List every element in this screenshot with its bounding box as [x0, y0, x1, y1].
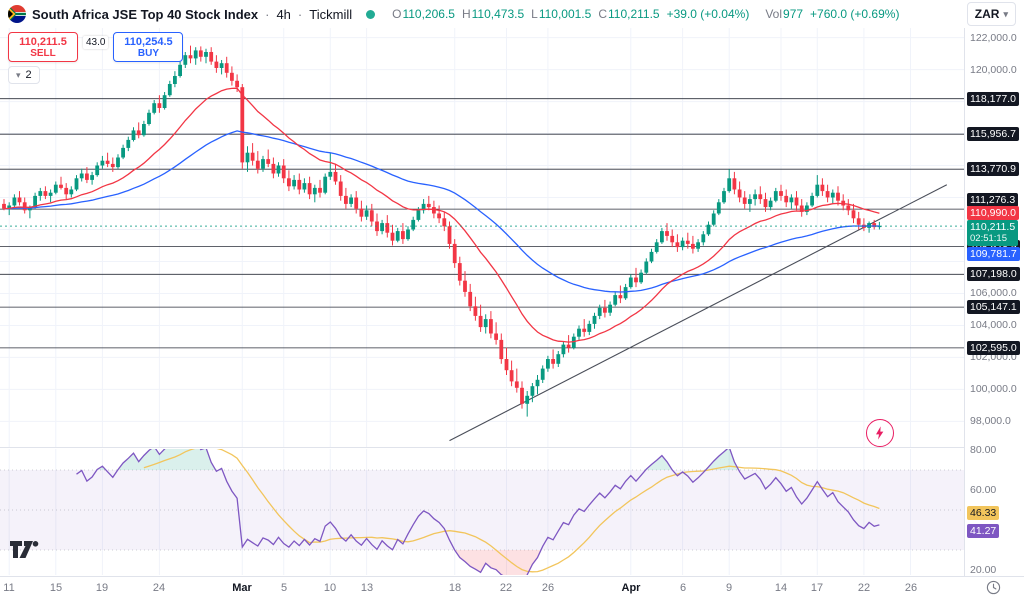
spread-value: 43.0 — [83, 36, 109, 49]
ema-fast-price-label: 110,990.0 — [967, 206, 1019, 220]
sell-button[interactable]: 110,211.5 SELL — [8, 32, 78, 62]
price-level-label: 105,147.1 — [967, 300, 1020, 314]
price-axis-tick: 122,000.0 — [970, 32, 1017, 44]
close-label: C — [598, 7, 607, 21]
time-axis-label: 19 — [95, 582, 109, 594]
time-axis-label: 22 — [499, 582, 513, 594]
time-axis-label: 22 — [857, 582, 871, 594]
time-axis-label: 10 — [323, 582, 337, 594]
time-scale[interactable]: 11 15 19 24 Mar 5 10 13 18 22 26 Apr 6 9 14 17 22 26 — [0, 576, 1024, 601]
price-level-label: 102,595.0 — [967, 341, 1020, 355]
last-price-value: 110,211.5 — [970, 221, 1016, 233]
chevron-down-icon: ▾ — [16, 69, 21, 80]
bar-countdown: 02:51:15 — [970, 233, 1007, 244]
price-axis-tick: 98,000.0 — [970, 415, 1011, 427]
instrument-flag-icon — [8, 5, 26, 23]
time-axis-label: 18 — [448, 582, 462, 594]
chevron-down-icon: ▾ — [1003, 8, 1008, 19]
volume-readout: Vol 977 +760.0 (+0.69%) — [765, 7, 899, 21]
buy-sell-widget: 110,211.5 SELL 43.0 110,254.5 BUY — [8, 32, 184, 62]
low-value: 110,001.5 — [538, 7, 592, 21]
rsi-axis-tick: 80.00 — [970, 444, 997, 456]
time-axis-label: 6 — [679, 582, 687, 594]
rsi-pane-canvas[interactable] — [0, 449, 964, 575]
indicators-collapse-toggle[interactable]: ▾ 2 — [8, 66, 40, 84]
time-axis-label: 26 — [541, 582, 555, 594]
time-axis-label: 24 — [152, 582, 166, 594]
lightning-icon — [876, 426, 884, 440]
time-axis-label: Mar — [232, 582, 252, 594]
price-level-label: 111,276.3 — [967, 193, 1019, 207]
boost-button[interactable] — [866, 419, 894, 447]
broker-label[interactable]: Tickmill — [309, 6, 353, 22]
price-change: +39.0 (+0.04%) — [666, 7, 750, 21]
title-separator: · — [265, 6, 270, 22]
time-axis-label: 14 — [774, 582, 788, 594]
time-axis-label: 26 — [904, 582, 918, 594]
chart-header: South Africa JSE Top 40 Stock Index · 4h… — [0, 0, 1024, 28]
buy-button[interactable]: 110,254.5 BUY — [113, 32, 184, 62]
last-price-label: 110,211.5 02:51:15 — [967, 220, 1019, 246]
tradingview-logo-icon — [10, 541, 39, 558]
price-level-label: 118,177.0 — [967, 92, 1019, 106]
time-axis-label: 5 — [280, 582, 288, 594]
market-status-icon — [366, 9, 376, 19]
price-level-label: 113,770.9 — [967, 162, 1019, 176]
title-separator: · — [297, 6, 303, 22]
currency-selector[interactable]: ZAR ▾ — [966, 2, 1016, 26]
price-axis-tick: 120,000.0 — [970, 64, 1017, 76]
currency-code: ZAR — [974, 7, 1000, 21]
ema-slow-price-label: 109,781.7 — [967, 247, 1020, 261]
tradingview-logo[interactable] — [9, 540, 41, 564]
price-axis-tick: 106,000.0 — [970, 287, 1017, 299]
price-scale[interactable]: 122,000.0 120,000.0 106,000.0 104,000.0 102,… — [964, 28, 1024, 576]
collapsed-count: 2 — [25, 69, 32, 81]
rsi-value-label: 41.27 — [967, 524, 1000, 538]
volume-change: +760.0 (+0.69%) — [810, 7, 900, 21]
price-axis-tick: 104,000.0 — [970, 319, 1017, 331]
volume-value: 977 — [783, 7, 804, 21]
sell-price: 110,211.5 — [19, 36, 67, 48]
price-level-label: 115,956.7 — [967, 127, 1019, 141]
time-axis-label: 9 — [725, 582, 733, 594]
price-pane-canvas[interactable] — [0, 28, 964, 447]
interval-label[interactable]: 4h — [276, 6, 291, 22]
sell-label: SELL — [30, 48, 56, 59]
timezone-clock-icon[interactable] — [986, 580, 1001, 600]
open-label: O — [392, 7, 402, 21]
high-value: 110,473.5 — [471, 7, 525, 21]
time-axis-label: 17 — [810, 582, 824, 594]
time-axis-label: 15 — [49, 582, 63, 594]
time-axis-label: Apr — [621, 582, 641, 594]
pane-divider[interactable] — [0, 447, 1024, 448]
volume-label: Vol — [765, 7, 783, 21]
high-label: H — [461, 7, 471, 21]
price-axis-tick: 100,000.0 — [970, 383, 1017, 395]
close-value: 110,211.5 — [607, 7, 660, 21]
rsi-axis-tick: 60.00 — [970, 484, 997, 496]
rsi-ma-value-label: 46.33 — [967, 506, 1000, 520]
ohlc-readout: O 110,206.5 H 110,473.5 L 110,001.5 C 110,21… — [385, 7, 749, 21]
open-value: 110,206.5 — [402, 7, 455, 21]
buy-price: 110,254.5 — [124, 36, 173, 48]
time-axis-label: 13 — [360, 582, 374, 594]
rsi-axis-tick: 20.00 — [970, 564, 997, 576]
low-label: L — [531, 7, 538, 21]
symbol-title[interactable]: South Africa JSE Top 40 Stock Index — [32, 6, 259, 22]
price-level-label: 107,198.0 — [967, 267, 1020, 281]
time-axis-label: 11 — [3, 582, 15, 594]
buy-label: BUY — [137, 48, 160, 59]
